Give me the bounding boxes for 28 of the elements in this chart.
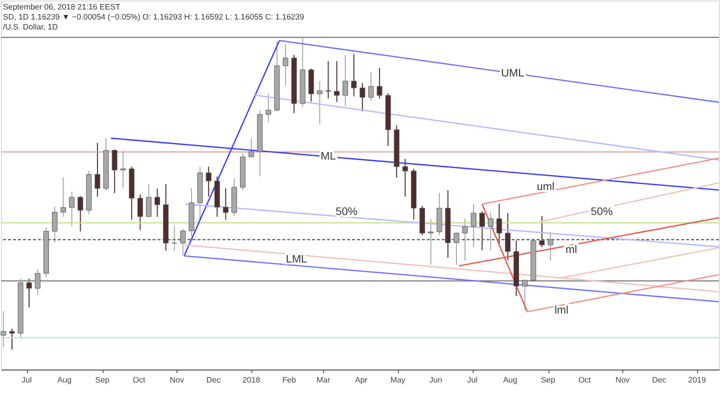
annotation: ml: [565, 244, 578, 256]
x-tick-label: 2019: [688, 375, 706, 384]
x-tick-label: Oct: [132, 375, 146, 384]
x-tick-label: Dec: [206, 375, 221, 384]
x-tick-label: Jul: [22, 375, 32, 384]
annotation: 50%: [590, 206, 613, 218]
x-tick-label: Sep: [540, 375, 556, 384]
x-tick-label: Jun: [429, 375, 442, 384]
x-tick-label: Mar: [316, 375, 331, 384]
annotation: uml: [536, 181, 554, 194]
chart-title: /U.S. Dollar, 1D: [2, 22, 58, 32]
x-tick-label: Sep: [95, 375, 110, 384]
x-tick-label: Dec: [652, 375, 666, 384]
x-tick-label: Nov: [615, 375, 630, 384]
annotation: lml: [554, 304, 568, 316]
x-tick-label: Aug: [503, 375, 518, 384]
x-tick-label: Oct: [578, 375, 592, 384]
x-tick-label: 2018: [242, 375, 261, 384]
x-tick-label: Jul: [467, 375, 478, 384]
x-tick-label: Nov: [170, 375, 184, 384]
x-tick-label: Feb: [282, 375, 297, 384]
x-tick-label: Apr: [355, 375, 368, 384]
text: SD, 1D 1.16239 ▼ −0.00054 (−0.05%) O: 1.16293 H: 1.16592 L: 1.16055 C: 1.16239: [2, 12, 305, 22]
annotation: 50%: [336, 206, 358, 218]
x-tick-label: Aug: [57, 375, 72, 384]
text: September 06, 2018 21:16 EEST: [2, 2, 121, 12]
annotation: LML: [286, 254, 308, 266]
x-tick-label: May: [390, 375, 406, 384]
